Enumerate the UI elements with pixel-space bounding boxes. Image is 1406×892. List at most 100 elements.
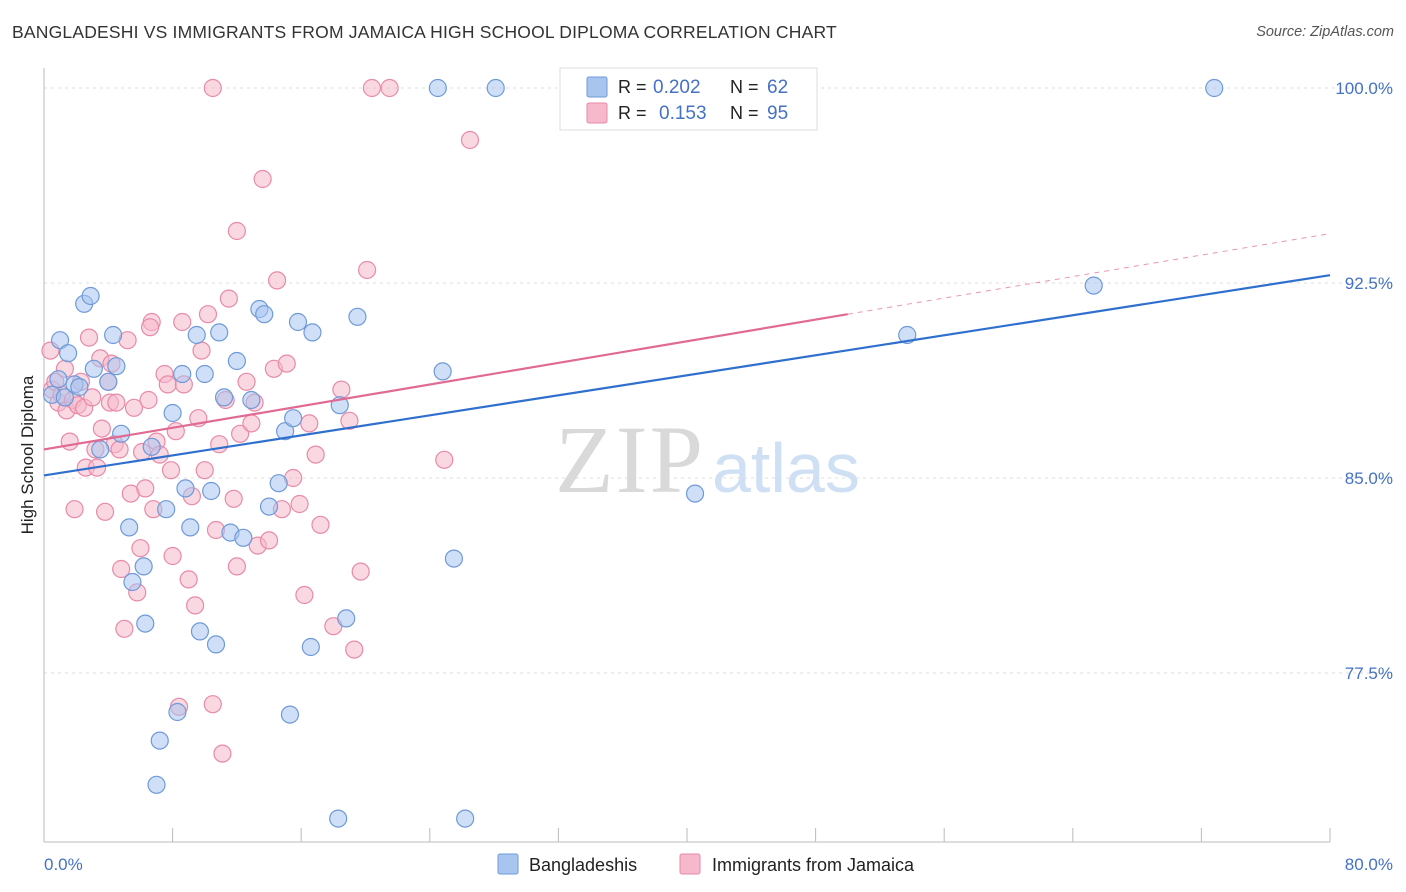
data-point-jamaica xyxy=(173,312,192,332)
data-point-bangladeshi xyxy=(157,500,176,519)
stats-legend: R = 0.202 N = 62 R = 0.153 N = 95 xyxy=(559,67,818,131)
legend-n-value-1: 62 xyxy=(767,77,788,98)
data-point-jamaica xyxy=(136,479,155,498)
data-point-bangladeshi xyxy=(255,305,274,324)
data-point-jamaica xyxy=(186,596,205,615)
y-tick-label: 100.0% xyxy=(1335,79,1393,98)
x-tick-label: 0.0% xyxy=(44,855,83,874)
legend-swatch-jamaica xyxy=(586,102,608,124)
data-point-bangladeshi xyxy=(176,479,195,498)
bottom-legend-label-bangladeshi: Bangladeshis xyxy=(529,855,637,875)
legend-r-label-2: R = xyxy=(618,103,647,123)
data-point-jamaica xyxy=(311,515,330,534)
data-point-bangladeshi xyxy=(107,357,126,376)
data-point-jamaica xyxy=(140,318,160,337)
legend-n-value-2: 95 xyxy=(767,103,788,124)
data-point-jamaica xyxy=(203,695,222,714)
data-point-bangladeshi xyxy=(49,370,68,389)
data-point-jamaica xyxy=(237,372,256,391)
trend-line-jamaica xyxy=(43,313,848,451)
bottom-legend-swatch-bangladeshi xyxy=(497,853,519,875)
data-point-jamaica xyxy=(362,78,382,98)
data-point-bangladeshi xyxy=(280,705,300,724)
data-point-bangladeshi xyxy=(214,388,234,407)
data-point-bangladeshi xyxy=(685,484,705,503)
data-point-jamaica xyxy=(83,388,102,407)
data-point-jamaica xyxy=(213,744,232,763)
data-point-bangladeshi xyxy=(70,377,89,397)
data-point-bangladeshi xyxy=(81,286,100,306)
data-point-bangladeshi xyxy=(147,775,166,794)
data-point-jamaica xyxy=(65,500,84,519)
data-point-jamaica xyxy=(253,169,272,189)
data-point-jamaica xyxy=(110,440,129,459)
data-point-jamaica xyxy=(79,328,99,347)
legend-r-value-2: 0.153 xyxy=(659,103,707,124)
data-point-jamaica xyxy=(92,419,111,438)
data-point-bangladeshi xyxy=(486,78,505,98)
legend-r-label-1: R = xyxy=(618,77,647,97)
data-point-bangladeshi xyxy=(136,614,155,633)
data-point-jamaica xyxy=(300,414,319,433)
data-point-bangladeshi xyxy=(120,518,139,537)
trend-line-jamaica-extension xyxy=(847,233,1331,315)
legend-r-value-1: 0.202 xyxy=(653,77,701,98)
data-point-jamaica xyxy=(112,559,131,579)
data-point-bangladeshi xyxy=(123,572,142,592)
axes xyxy=(43,68,1331,843)
data-point-bangladeshi xyxy=(1084,276,1103,295)
data-point-jamaica xyxy=(277,354,296,373)
data-point-jamaica xyxy=(295,585,314,605)
data-point-bangladeshi xyxy=(444,549,464,568)
data-point-bangladeshi xyxy=(190,622,210,641)
data-point-jamaica xyxy=(107,393,126,412)
data-point-bangladeshi xyxy=(99,372,118,391)
legend-swatch-bangladeshi xyxy=(586,76,608,98)
data-point-jamaica xyxy=(242,414,261,433)
data-point-jamaica xyxy=(60,432,79,451)
data-point-jamaica xyxy=(95,502,115,521)
tick-labels: 77.5% 85.0% 92.5% 100.0% 0.0% 80.0% xyxy=(44,79,1393,874)
data-point-bangladeshi xyxy=(206,635,226,654)
data-point-bangladeshi xyxy=(456,809,475,828)
data-point-jamaica xyxy=(131,539,150,558)
data-point-bangladeshi xyxy=(348,307,367,326)
data-point-bangladeshi xyxy=(288,312,308,332)
data-point-bangladeshi xyxy=(428,78,447,98)
data-point-jamaica xyxy=(306,445,325,464)
data-point-bangladeshi xyxy=(259,497,279,516)
watermark-zip: ZIP xyxy=(555,406,705,513)
data-point-jamaica xyxy=(345,640,364,659)
trend-lines xyxy=(43,233,1331,477)
data-point-jamaica xyxy=(227,557,246,576)
grid-lines xyxy=(44,87,1392,674)
data-point-bangladeshi xyxy=(112,424,131,443)
data-point-bangladeshi xyxy=(1205,78,1224,98)
data-point-bangladeshi xyxy=(210,323,229,342)
data-point-bangladeshi xyxy=(50,331,70,350)
data-point-jamaica xyxy=(267,271,287,290)
data-point-bangladeshi xyxy=(91,440,110,459)
series-legend: Bangladeshis Immigrants from Jamaica xyxy=(497,853,915,875)
legend-n-label-1: N = xyxy=(730,77,759,97)
data-point-bangladeshi xyxy=(234,528,253,547)
data-point-jamaica xyxy=(158,375,177,394)
data-point-jamaica xyxy=(161,461,181,480)
source-label: Source: ZipAtlas.com xyxy=(1256,24,1394,40)
y-tick-label: 92.5% xyxy=(1345,274,1393,293)
watermark-atlas: atlas xyxy=(712,429,860,507)
watermark: ZIP atlas xyxy=(555,406,860,513)
data-point-bangladeshi xyxy=(269,474,288,493)
data-point-jamaica xyxy=(435,450,454,469)
data-point-bangladeshi xyxy=(284,409,303,428)
data-point-jamaica xyxy=(290,494,309,514)
data-point-jamaica xyxy=(259,531,279,550)
bottom-legend-label-jamaica: Immigrants from Jamaica xyxy=(712,855,915,875)
data-point-bangladeshi xyxy=(195,364,214,384)
data-point-jamaica xyxy=(139,390,158,410)
data-point-jamaica xyxy=(380,78,399,98)
trend-line-bangladeshi xyxy=(43,274,1331,477)
data-point-jamaica xyxy=(195,461,214,480)
data-point-jamaica xyxy=(115,619,134,638)
data-point-bangladeshi xyxy=(202,481,221,501)
